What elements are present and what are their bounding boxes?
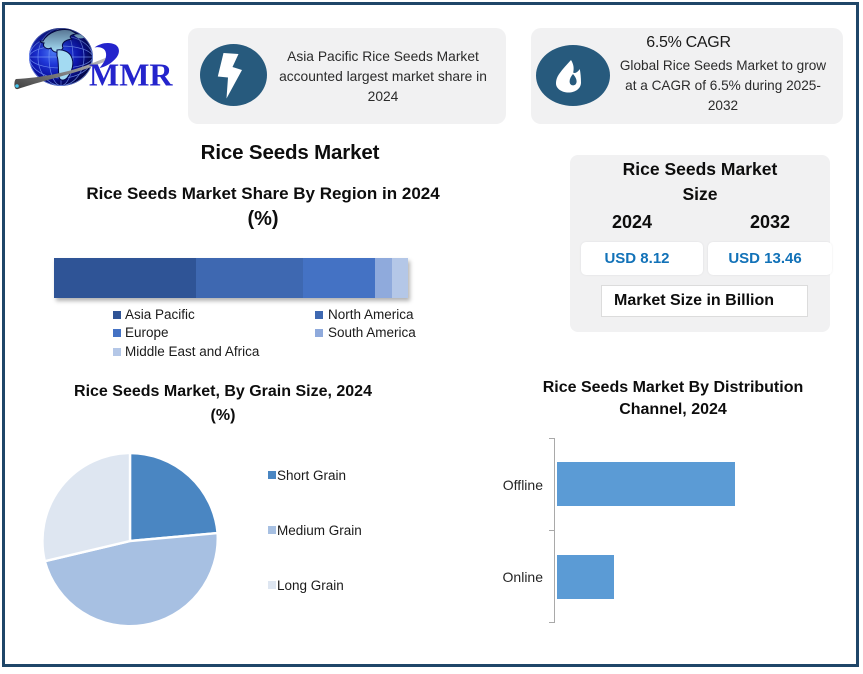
svg-text:MMR: MMR bbox=[89, 57, 173, 93]
